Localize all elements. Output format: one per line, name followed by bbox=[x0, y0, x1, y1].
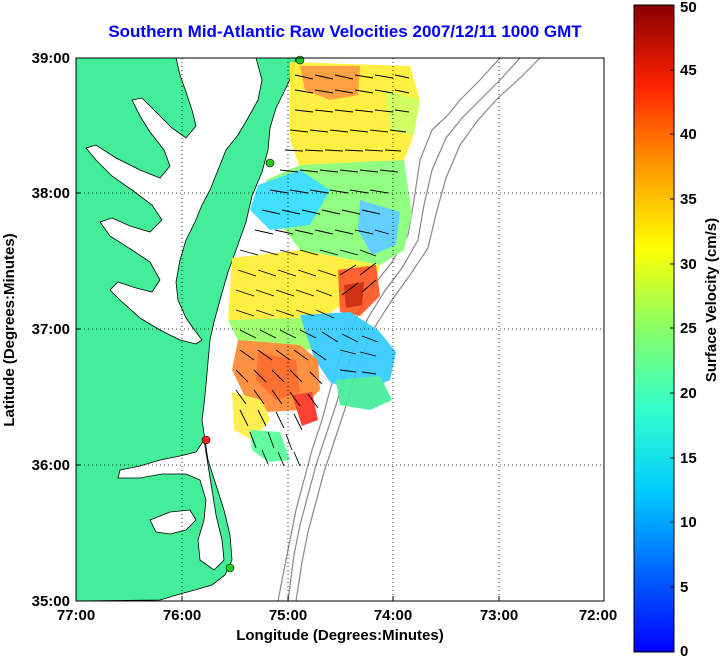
y-tick-label: 39:00 bbox=[32, 50, 70, 67]
arrow-field bbox=[235, 74, 410, 467]
colorbar-tick-label: 15 bbox=[680, 450, 697, 467]
colorbar-tick-label: 5 bbox=[680, 579, 688, 596]
colorbar-tick-label: 25 bbox=[680, 320, 697, 337]
y-tick-label: 37:00 bbox=[32, 321, 70, 338]
colorbar-label: Surface Velocity (cm/s) bbox=[703, 218, 720, 382]
map-title: Southern Mid-Atlantic Raw Velocities 200… bbox=[108, 22, 582, 41]
x-tick-label: 76:00 bbox=[163, 607, 201, 624]
colorbar-ticks bbox=[670, 4, 674, 588]
colorbar-tick-label: 30 bbox=[680, 256, 697, 273]
colorbar bbox=[633, 4, 675, 653]
colorbar-tick-label: 10 bbox=[680, 514, 697, 531]
station-mid bbox=[265, 158, 275, 168]
x-tick-label: 75:00 bbox=[269, 607, 307, 624]
chesapeake-bay bbox=[85, 58, 263, 345]
station-north bbox=[295, 55, 305, 65]
albemarle-sound bbox=[117, 438, 225, 571]
x-tick-label: 74:00 bbox=[374, 607, 412, 624]
station-hatteras bbox=[225, 563, 235, 573]
x-tick-label: 72:00 bbox=[579, 607, 617, 624]
y-tick-label: 36:00 bbox=[32, 457, 70, 474]
bathymetry-contour-3 bbox=[295, 58, 541, 601]
pamlico-sound-inlet bbox=[149, 509, 197, 535]
bathymetry-contour-2 bbox=[287, 58, 521, 601]
y-axis-label: Latitude (Degrees:Minutes) bbox=[1, 233, 18, 426]
colorbar-tick-label: 50 bbox=[680, 0, 697, 16]
x-tick-label: 73:00 bbox=[480, 607, 518, 624]
colorbar-tick-label: 45 bbox=[680, 62, 697, 79]
colorbar-tick-label: 35 bbox=[680, 191, 697, 208]
colorbar-tick-label: 0 bbox=[680, 643, 688, 659]
colorbar-tick-label: 40 bbox=[680, 126, 697, 143]
x-axis-label: Longitude (Degrees:Minutes) bbox=[236, 627, 444, 644]
colorbar-tick-label: 20 bbox=[680, 385, 697, 402]
y-tick-label: 38:00 bbox=[32, 185, 70, 202]
grid-lines bbox=[76, 58, 604, 601]
x-tick-label: 77:00 bbox=[57, 607, 95, 624]
y-tick-label: 35:00 bbox=[32, 593, 70, 610]
tick-marks bbox=[76, 192, 500, 601]
velocity-field bbox=[228, 62, 420, 462]
station-south-red bbox=[201, 435, 211, 445]
